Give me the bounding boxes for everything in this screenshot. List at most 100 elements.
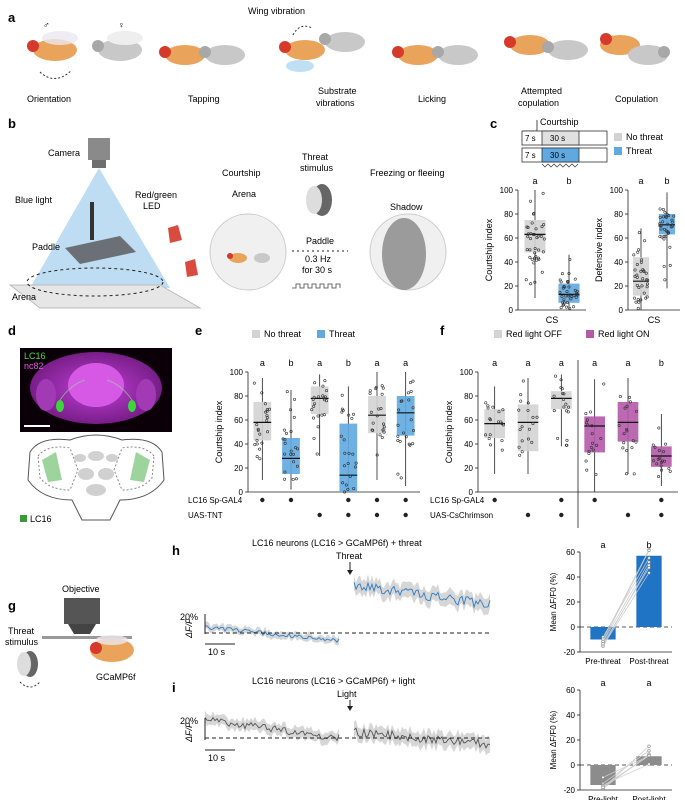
data-point	[378, 433, 382, 437]
y-axis-label: Courtship index	[484, 218, 494, 281]
data-point	[265, 414, 269, 418]
y-tick-label: 40	[566, 573, 575, 582]
data-point	[346, 461, 350, 465]
data-point	[526, 235, 530, 239]
arena-circle-courtship	[209, 213, 287, 291]
data-point	[590, 432, 594, 436]
data-point	[647, 571, 651, 575]
x-tick-label: Pre-threat	[585, 657, 621, 666]
data-point	[368, 389, 372, 393]
data-point	[289, 408, 293, 412]
data-point	[635, 262, 639, 266]
data-point	[560, 272, 564, 276]
data-point	[342, 464, 346, 468]
data-point	[411, 406, 415, 410]
data-point	[533, 251, 537, 255]
data-point	[658, 235, 662, 239]
significance-letter: b	[566, 176, 571, 186]
data-point	[535, 236, 539, 240]
data-point	[396, 472, 400, 476]
data-point	[283, 428, 287, 432]
data-point	[658, 215, 662, 219]
data-point	[568, 293, 572, 297]
courting-flies	[227, 253, 270, 263]
legend-swatch-lc16	[20, 515, 27, 522]
paired-line	[602, 549, 650, 640]
data-point	[406, 391, 410, 395]
significance-letter: b	[664, 176, 669, 186]
data-point	[647, 754, 651, 758]
data-point	[312, 404, 316, 408]
protocol-stimulus-marks	[541, 163, 579, 168]
data-point	[561, 286, 565, 290]
data-point	[560, 387, 564, 391]
data-point	[559, 378, 563, 382]
data-point	[520, 450, 524, 454]
y-axis-label: Defensive index	[594, 217, 604, 282]
legend-red-on: Red light ON	[598, 329, 650, 339]
data-point	[342, 438, 346, 442]
trace-title-h: LC16 neurons (LC16 > GCaMP6f) + threat	[252, 538, 422, 548]
genotype-dot	[317, 512, 322, 518]
data-point	[289, 429, 293, 433]
genotype-dot	[659, 512, 664, 518]
y-tick-label: 20	[614, 282, 623, 291]
data-point	[371, 421, 375, 425]
data-point	[651, 443, 655, 447]
behaviour-copulation-attempt: copulation	[518, 98, 559, 108]
data-point	[668, 469, 672, 473]
data-point	[640, 284, 644, 288]
data-point	[658, 224, 662, 228]
data-point	[562, 405, 566, 409]
data-point	[412, 429, 416, 433]
data-point	[564, 402, 568, 406]
y-tick-label: 20	[566, 598, 575, 607]
y-tick-label: 20	[464, 464, 473, 473]
panel-label-e: e	[195, 323, 202, 338]
legend-no-threat-e: No threat	[264, 329, 302, 339]
data-point	[521, 379, 525, 383]
behaviour-orientation: Orientation	[27, 94, 71, 104]
genotype-dot	[374, 512, 380, 518]
genotype-dot	[492, 497, 497, 503]
paired-line	[602, 755, 650, 788]
data-point	[562, 285, 566, 289]
data-point	[554, 374, 558, 378]
y-tick-label: 0	[571, 761, 576, 770]
significance-letter: a	[525, 358, 530, 368]
freezing-label: Freezing or fleeing	[370, 168, 445, 178]
data-point	[380, 392, 384, 396]
data-point	[591, 441, 595, 445]
y-tick-label: 20	[234, 464, 243, 473]
data-point	[484, 433, 488, 437]
data-point	[401, 431, 405, 435]
significance-letter: a	[492, 358, 497, 368]
data-point	[312, 416, 316, 420]
trace-ylabel-h: ΔF/F	[184, 618, 194, 639]
rig-illustration	[8, 138, 202, 309]
data-point	[639, 269, 643, 273]
data-point	[396, 423, 400, 427]
data-point	[625, 404, 629, 408]
data-point	[542, 237, 546, 241]
data-point	[407, 442, 411, 446]
y-tick-label: 100	[230, 368, 244, 377]
data-point	[325, 399, 329, 403]
data-point	[589, 445, 593, 449]
data-point	[537, 248, 541, 252]
data-point	[346, 487, 350, 491]
significance-letter: a	[559, 358, 564, 368]
significance-letter: a	[638, 176, 643, 186]
data-point	[313, 402, 317, 406]
trace-band	[354, 574, 490, 616]
data-point	[670, 218, 674, 222]
data-point	[265, 419, 269, 423]
significance-letter: a	[260, 358, 265, 368]
data-point	[661, 220, 665, 224]
data-point	[325, 389, 329, 393]
data-point	[584, 412, 588, 416]
data-point	[652, 459, 656, 463]
data-point	[634, 440, 638, 444]
data-point	[657, 426, 661, 430]
